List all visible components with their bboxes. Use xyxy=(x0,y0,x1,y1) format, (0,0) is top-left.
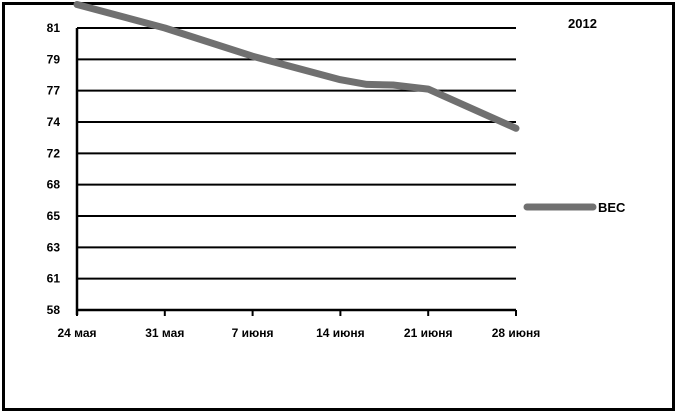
y-axis-ticks: 58 61 63 65 68 72 74 77 79 81 xyxy=(47,21,61,317)
x-tick-label: 28 июня xyxy=(492,326,541,340)
gridlines xyxy=(75,27,516,315)
legend: ВЕС xyxy=(523,200,626,215)
y-tick-label: 68 xyxy=(47,178,61,192)
chart-title: 2012 xyxy=(568,16,597,31)
y-tick-label: 81 xyxy=(47,21,61,35)
y-tick-label: 77 xyxy=(47,84,61,98)
y-tick-label: 61 xyxy=(47,272,61,286)
y-tick-label: 72 xyxy=(47,146,61,160)
x-tick-label: 7 июня xyxy=(232,326,274,340)
series-group xyxy=(73,1,520,132)
x-tick-label: 14 июня xyxy=(316,326,365,340)
x-tick-label: 31 мая xyxy=(145,326,184,340)
y-tick-label: 58 xyxy=(47,303,61,317)
y-tick-label: 79 xyxy=(47,52,61,66)
y-tick-label: 74 xyxy=(47,115,61,129)
legend-label-ves: ВЕС xyxy=(598,200,626,215)
y-tick-label: 63 xyxy=(47,240,61,254)
y-tick-label: 65 xyxy=(47,209,61,223)
x-tick-label: 21 июня xyxy=(404,326,453,340)
series-line-ves xyxy=(73,1,520,132)
x-axis-ticks: 24 мая 31 мая 7 июня 14 июня 21 июня 28 июня xyxy=(57,310,540,340)
x-tick-label: 24 мая xyxy=(57,326,96,340)
